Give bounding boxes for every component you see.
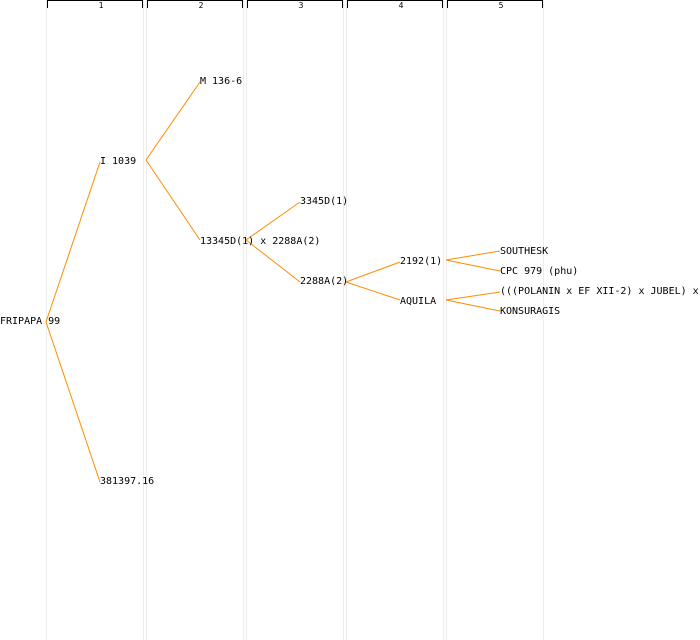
node-3345d[interactable]: 3345D(1) xyxy=(300,196,349,207)
node-southesk[interactable]: SOUTHESK xyxy=(500,246,549,257)
node-i-1039[interactable]: I 1039 xyxy=(100,156,137,167)
link-aquila-to-konsuragis xyxy=(445,299,501,312)
link-aquila-to-polanin xyxy=(445,291,501,301)
generation-header-4 xyxy=(347,0,443,8)
node-cpc-979-phu[interactable]: CPC 979 (phu) xyxy=(500,266,579,277)
node-konsuragis[interactable]: KONSURAGIS xyxy=(500,306,561,317)
link-i1039-to-13345d xyxy=(145,159,201,241)
link-i1039-to-m1366 xyxy=(145,81,201,161)
link-2288a-to-aquila xyxy=(345,281,401,301)
generation-column-1 xyxy=(46,0,144,640)
node-polanin-cross[interactable]: (((POLANIN x EF XII-2) x JUBEL) x xyxy=(500,286,699,297)
link-2288a-to-2192 xyxy=(345,261,401,283)
generation-column-2 xyxy=(146,0,244,640)
generation-header-2 xyxy=(147,0,243,8)
generation-header-1 xyxy=(47,0,143,8)
generation-number-5: 5 xyxy=(498,1,504,10)
node-381397-16[interactable]: 381397.16 xyxy=(100,476,155,487)
generation-number-2: 2 xyxy=(198,1,204,10)
generation-number-3: 3 xyxy=(298,1,304,10)
node-aquila[interactable]: AQUILA xyxy=(400,296,437,307)
generation-header-5 xyxy=(447,0,543,8)
node-m-136-6[interactable]: M 136-6 xyxy=(200,76,243,87)
node-2288a[interactable]: 2288A(2) xyxy=(300,276,349,287)
node-13345d-x-2288a[interactable]: 13345D(1) x 2288A(2) xyxy=(200,236,321,247)
generation-column-3 xyxy=(246,0,344,640)
generation-number-4: 4 xyxy=(398,1,404,10)
link-root-to-381397 xyxy=(45,321,101,483)
node-2192[interactable]: 2192(1) xyxy=(400,256,443,267)
link-13345d-to-3345d xyxy=(245,201,301,241)
generation-header-3 xyxy=(247,0,343,8)
link-2192-to-southesk xyxy=(445,250,501,261)
node-fripapa-99[interactable]: FRIPAPA 99 xyxy=(0,316,61,327)
link-13345d-to-2288a xyxy=(245,239,301,283)
generation-column-5 xyxy=(446,0,544,640)
link-2192-to-cpc979 xyxy=(445,259,501,272)
generation-column-4 xyxy=(346,0,444,640)
link-root-to-i1039 xyxy=(45,161,101,323)
generation-number-1: 1 xyxy=(98,1,104,10)
